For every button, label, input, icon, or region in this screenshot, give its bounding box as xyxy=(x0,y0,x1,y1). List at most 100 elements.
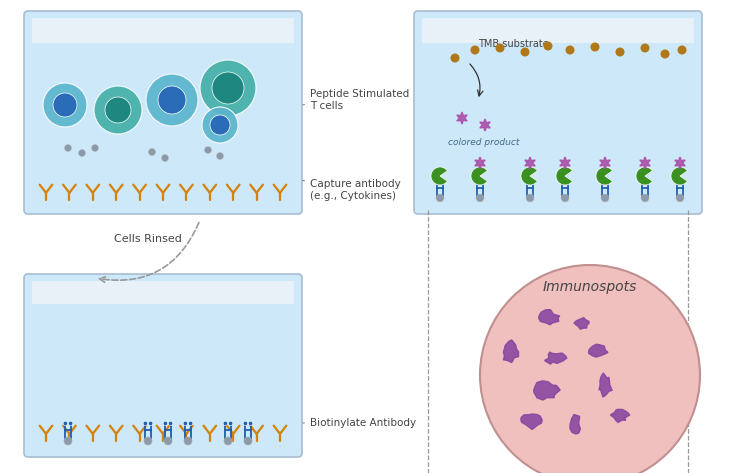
Circle shape xyxy=(615,47,624,56)
Circle shape xyxy=(476,194,484,202)
Polygon shape xyxy=(599,373,612,397)
Wedge shape xyxy=(556,167,573,185)
Circle shape xyxy=(148,421,153,426)
Text: Cells Rinsed: Cells Rinsed xyxy=(114,234,182,244)
Wedge shape xyxy=(636,167,652,185)
Circle shape xyxy=(162,155,168,161)
Circle shape xyxy=(531,179,534,183)
Circle shape xyxy=(243,421,247,426)
Wedge shape xyxy=(596,167,613,185)
Polygon shape xyxy=(475,157,485,169)
Circle shape xyxy=(223,421,227,426)
Circle shape xyxy=(436,194,444,202)
FancyBboxPatch shape xyxy=(24,11,302,214)
Polygon shape xyxy=(503,340,519,362)
Polygon shape xyxy=(457,112,467,124)
Circle shape xyxy=(168,421,173,426)
Circle shape xyxy=(520,47,529,56)
Circle shape xyxy=(158,86,186,114)
Circle shape xyxy=(676,194,684,202)
Circle shape xyxy=(565,179,570,183)
Circle shape xyxy=(105,97,131,123)
Circle shape xyxy=(216,152,224,159)
Wedge shape xyxy=(671,167,687,185)
Circle shape xyxy=(210,115,230,135)
Circle shape xyxy=(64,144,72,151)
Circle shape xyxy=(63,421,68,426)
Text: TMB substrate: TMB substrate xyxy=(478,39,549,49)
Polygon shape xyxy=(588,344,608,357)
Circle shape xyxy=(249,421,253,426)
Text: colored product: colored product xyxy=(448,138,520,147)
Circle shape xyxy=(480,179,485,183)
Circle shape xyxy=(441,179,445,183)
Circle shape xyxy=(94,86,142,134)
Circle shape xyxy=(495,44,505,53)
Circle shape xyxy=(560,179,565,183)
Text: Capture antibody
(e.g., Cytokines): Capture antibody (e.g., Cytokines) xyxy=(303,179,401,201)
Polygon shape xyxy=(570,415,580,434)
Circle shape xyxy=(69,421,73,426)
Polygon shape xyxy=(521,414,542,429)
Circle shape xyxy=(184,437,192,445)
Polygon shape xyxy=(534,381,560,400)
Circle shape xyxy=(163,421,168,426)
Wedge shape xyxy=(521,167,537,185)
Text: Immunospots: Immunospots xyxy=(543,280,637,294)
Circle shape xyxy=(78,149,86,157)
Polygon shape xyxy=(525,157,535,169)
Circle shape xyxy=(543,42,553,51)
Circle shape xyxy=(200,60,256,116)
Wedge shape xyxy=(431,167,447,185)
Circle shape xyxy=(475,179,480,183)
Polygon shape xyxy=(539,310,559,324)
Circle shape xyxy=(661,50,669,59)
Circle shape xyxy=(53,93,77,117)
Circle shape xyxy=(561,194,569,202)
Circle shape xyxy=(202,107,238,143)
Circle shape xyxy=(525,179,530,183)
Circle shape xyxy=(646,179,649,183)
Bar xyxy=(32,281,294,304)
FancyBboxPatch shape xyxy=(24,274,302,457)
FancyBboxPatch shape xyxy=(414,11,702,214)
Circle shape xyxy=(229,421,233,426)
Circle shape xyxy=(641,179,644,183)
Circle shape xyxy=(641,194,649,202)
Polygon shape xyxy=(640,157,650,169)
Circle shape xyxy=(183,421,187,426)
Circle shape xyxy=(675,179,680,183)
Circle shape xyxy=(148,149,156,156)
Circle shape xyxy=(677,45,686,54)
Circle shape xyxy=(244,437,252,445)
Polygon shape xyxy=(611,410,630,422)
Polygon shape xyxy=(560,157,570,169)
Circle shape xyxy=(590,43,599,52)
Circle shape xyxy=(146,74,198,126)
Circle shape xyxy=(64,437,72,445)
Circle shape xyxy=(143,421,148,426)
Circle shape xyxy=(212,72,244,104)
Circle shape xyxy=(565,45,574,54)
Circle shape xyxy=(641,44,649,53)
Circle shape xyxy=(144,437,152,445)
Circle shape xyxy=(204,147,212,154)
Circle shape xyxy=(92,144,98,151)
Circle shape xyxy=(526,194,534,202)
Bar xyxy=(32,18,294,44)
Circle shape xyxy=(224,437,232,445)
Circle shape xyxy=(188,421,193,426)
Polygon shape xyxy=(480,119,490,131)
Circle shape xyxy=(601,194,609,202)
Circle shape xyxy=(600,179,604,183)
Text: Peptide Stimulated
T cells: Peptide Stimulated T cells xyxy=(303,89,410,111)
Polygon shape xyxy=(574,318,589,329)
Text: Biotinylate Antibody: Biotinylate Antibody xyxy=(303,418,416,428)
Circle shape xyxy=(680,179,685,183)
Circle shape xyxy=(471,45,480,54)
Wedge shape xyxy=(471,167,487,185)
Circle shape xyxy=(43,83,87,127)
Polygon shape xyxy=(545,352,567,364)
Bar xyxy=(422,18,694,44)
Polygon shape xyxy=(675,157,685,169)
